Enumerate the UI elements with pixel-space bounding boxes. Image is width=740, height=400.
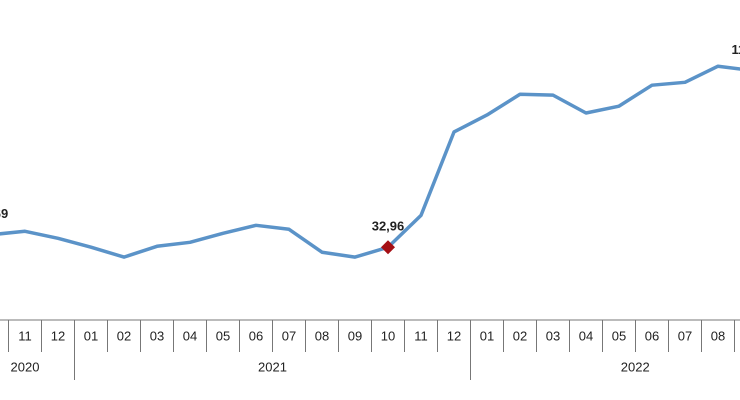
- year-label: 2021: [258, 359, 287, 374]
- x-tick-label: 05: [216, 328, 230, 343]
- year-label: 2020: [11, 359, 40, 374]
- data-label: 113,10: [731, 42, 740, 57]
- x-tick-label: 03: [546, 328, 560, 343]
- x-tick-label: 02: [117, 328, 131, 343]
- x-tick-label: 04: [579, 328, 593, 343]
- x-tick-label: 08: [315, 328, 329, 343]
- x-tick-label: 08: [711, 328, 725, 343]
- data-label: 38,69: [0, 206, 8, 221]
- x-tick-label: 11: [414, 328, 428, 343]
- x-tick-label: 09: [348, 328, 362, 343]
- x-tick-label: 07: [282, 328, 296, 343]
- x-tick-label: 12: [447, 328, 461, 343]
- x-tick-label: 01: [84, 328, 98, 343]
- x-tick-label: 06: [249, 328, 263, 343]
- x-tick-label: 02: [513, 328, 527, 343]
- x-tick-label: 04: [183, 328, 197, 343]
- x-tick-label: 11: [18, 328, 32, 343]
- data-label: 32,96: [372, 219, 405, 234]
- x-tick-label: 03: [150, 328, 164, 343]
- line: [0, 64, 740, 259]
- x-tick-label: 12: [51, 328, 65, 343]
- x-tick-label: 10: [381, 328, 395, 343]
- x-tick-label: 01: [480, 328, 494, 343]
- x-tick-label: 07: [678, 328, 692, 343]
- x-tick-label: 06: [645, 328, 659, 343]
- highlight-marker: [381, 240, 395, 255]
- year-label: 2022: [621, 359, 650, 374]
- x-tick-label: 05: [612, 328, 626, 343]
